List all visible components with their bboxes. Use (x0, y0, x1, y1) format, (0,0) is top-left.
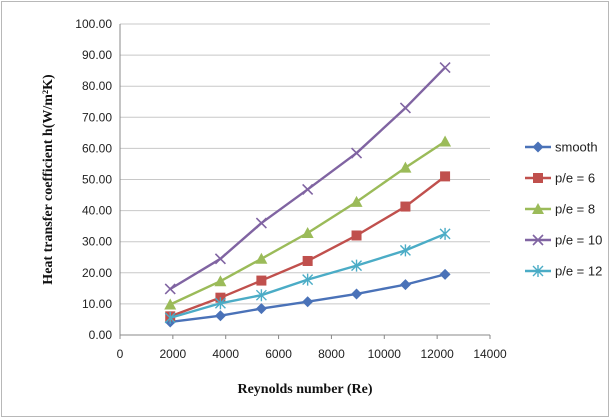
legend-label: p/e = 12 (555, 264, 602, 279)
x-tick-label: 10000 (368, 347, 402, 361)
legend-label: p/e = 10 (555, 233, 602, 248)
series-line (169, 175, 446, 318)
series-3 (164, 61, 451, 295)
data-point (256, 275, 267, 286)
x-tick-label: 12000 (420, 347, 454, 361)
y-tick-labels: 0.00 10.00 20.00 30.00 40.00 50.00 60.00 70.00 8… (75, 17, 112, 342)
data-point (350, 195, 363, 207)
y-tick-label: 70.00 (82, 110, 112, 124)
y-tick-label: 80.00 (82, 79, 112, 93)
data-point (439, 135, 452, 147)
axes (119, 24, 491, 339)
y-tick-label: 0.00 (89, 328, 113, 342)
data-point (302, 273, 314, 286)
data-point (214, 275, 227, 287)
data-point (214, 310, 226, 322)
legend-marker (533, 173, 543, 183)
series-2 (164, 135, 452, 310)
legend-item: p/e = 12 (525, 264, 602, 279)
x-tick-label: 2000 (160, 347, 187, 361)
x-tick-label: 0 (117, 347, 124, 361)
data-point (399, 244, 411, 257)
x-tick-labels: 0 2000 4000 6000 8000 10000 12000 14000 (117, 347, 507, 361)
data-point (302, 183, 314, 196)
x-tick-label: 8000 (318, 347, 345, 361)
legend: smooth p/e = 6 p/e = 8 p/e = 10 p/e = 12 (525, 140, 602, 279)
y-tick-label: 20.00 (82, 266, 112, 280)
data-point (399, 102, 411, 114)
data-point (351, 259, 363, 272)
legend-marker (532, 203, 544, 214)
data-point (351, 288, 363, 300)
x-tick-label: 6000 (265, 347, 292, 361)
data-point (255, 252, 268, 264)
x-tick-label: 4000 (212, 347, 239, 361)
legend-item: p/e = 8 (525, 202, 595, 217)
y-tick-label: 40.00 (82, 204, 112, 218)
legend-marker (532, 141, 544, 153)
x-axis-title: Reynolds number (Re) (237, 382, 372, 397)
legend-item: smooth (525, 140, 598, 155)
data-point (302, 296, 314, 308)
data-point (439, 227, 451, 240)
y-tick-label: 90.00 (82, 48, 112, 62)
legend-label: p/e = 8 (555, 202, 595, 217)
data-point (214, 253, 226, 265)
data-point (351, 230, 362, 241)
data-point (439, 61, 451, 74)
series-layer (164, 61, 452, 328)
data-point (399, 279, 411, 291)
series-4 (164, 227, 451, 324)
data-point (255, 303, 267, 315)
y-tick-label: 50.00 (82, 173, 112, 187)
data-point (439, 268, 451, 280)
grid (120, 23, 490, 305)
y-tick-label: 60.00 (82, 141, 112, 155)
y-axis-title: Heat transfer coefficient h(W/m²K) (41, 74, 56, 285)
data-point (164, 311, 176, 324)
data-point (301, 226, 314, 238)
data-point (350, 147, 363, 159)
data-point (164, 298, 177, 310)
legend-label: smooth (555, 140, 598, 155)
series-line (169, 66, 446, 291)
data-point (255, 217, 267, 229)
y-tick-label: 10.00 (82, 297, 112, 311)
data-point (255, 289, 267, 302)
x-tick-label: 14000 (473, 347, 507, 361)
legend-item: p/e = 6 (525, 171, 595, 186)
data-point (214, 297, 226, 310)
data-point (399, 161, 412, 173)
legend-marker (532, 234, 544, 246)
legend-item: p/e = 10 (525, 233, 602, 248)
legend-marker (532, 265, 544, 277)
legend-label: p/e = 6 (555, 171, 595, 186)
y-tick-label: 100.00 (75, 17, 112, 31)
data-point (440, 171, 451, 182)
data-point (164, 283, 176, 295)
data-point (400, 201, 411, 212)
data-point (302, 255, 313, 266)
y-tick-label: 30.00 (82, 235, 112, 249)
